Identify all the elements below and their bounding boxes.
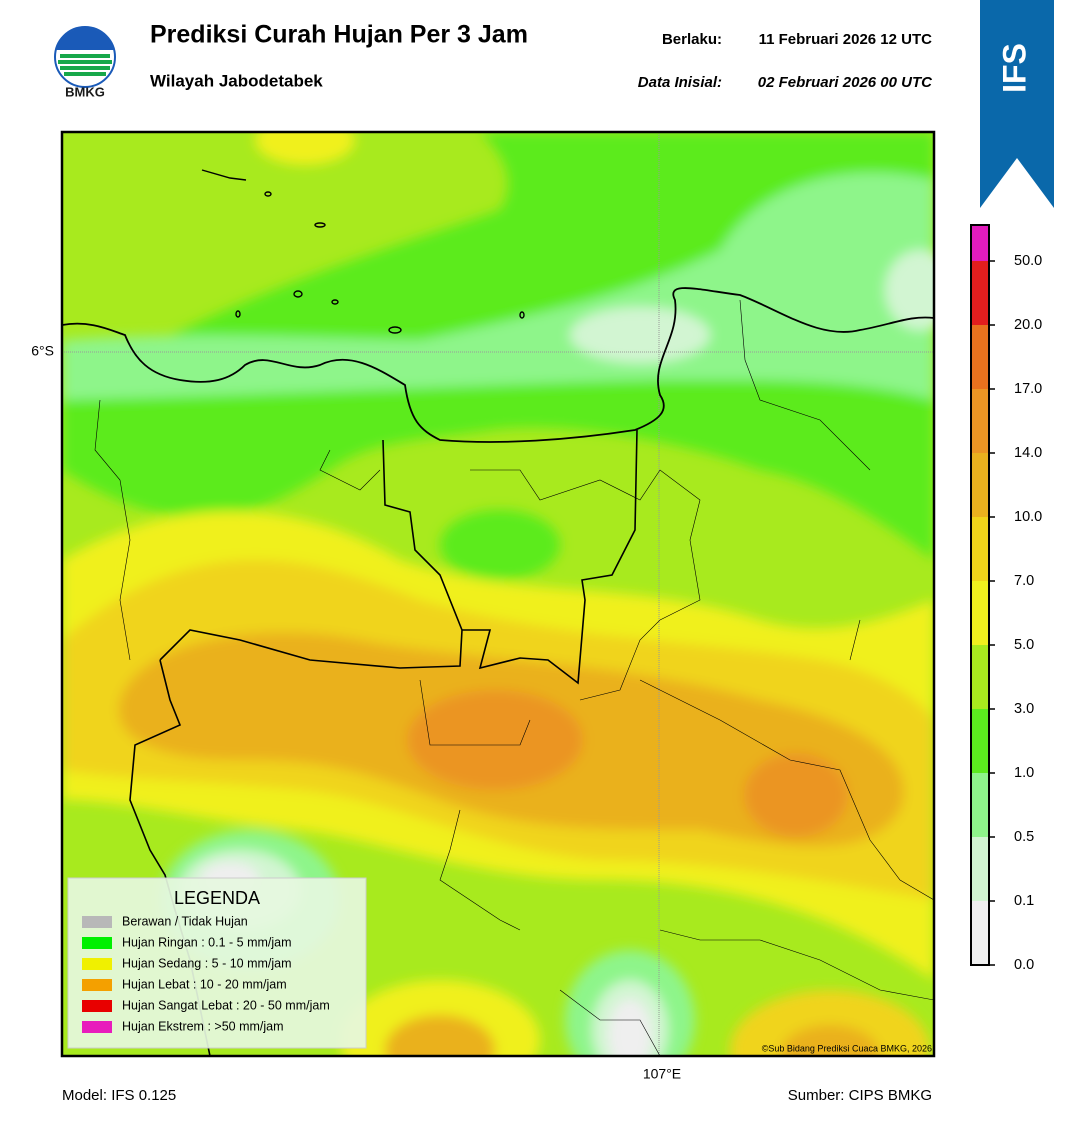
map-shape [67,877,367,1049]
map-shape [58,54,112,76]
map-shape [730,990,930,1056]
map-shape [570,307,710,363]
badge-text: IFS [996,43,1032,93]
colorbar-label: 20.0 [1014,317,1042,333]
source: Sumber: CIPS BMKG [788,1087,932,1104]
valid-value: 11 Februari 2026 12 UTC [759,31,933,48]
colorbar-band [971,389,989,453]
colorbar-label: 10.0 [1014,509,1042,525]
colorbar-band [971,517,989,581]
legend-swatch [82,1000,112,1012]
map-shape [388,326,402,334]
colorbar-band [971,581,989,645]
colorbar-label: 17.0 [1014,381,1042,397]
map-shape [255,132,355,165]
colorbar-band [971,453,989,517]
colorbar-label: 7.0 [1014,573,1034,589]
map-shape [331,299,339,305]
colorbar-band [971,901,989,965]
colorbar-band [971,225,989,261]
legend-label: Hujan Ekstrem : >50 mm/jam [122,1019,284,1033]
map-shape [62,172,934,400]
map-shape [94,299,934,1056]
legend-label: Hujan Lebat : 10 - 20 mm/jam [122,977,287,991]
map-shape [519,311,525,319]
colorbar-label: 0.1 [1014,893,1034,909]
map-shape [980,0,1054,208]
init-label: Data Inisial: [638,74,722,91]
colorbar: 0.0 0.1 0.5 1.0 3.0 5.0 7.0 10.0 14.0 17.0 20.0 50.… [970,224,1042,973]
valid-label: Berlaku: [662,31,722,48]
colorbar-band [971,837,989,901]
colorbar-band [971,709,989,773]
colorbar-band [971,261,989,325]
legend-swatch [82,979,112,991]
map-shape [235,310,241,318]
legend-swatch [82,916,112,928]
colorbar-band [971,773,989,837]
legend-label: Hujan Sangat Lebat : 20 - 50 mm/jam [122,998,330,1012]
subtitle: Wilayah Jabodetabek [150,71,323,90]
map-shape [744,753,848,837]
map-shape [62,287,934,443]
model: Model: IFS 0.125 [62,1087,176,1104]
legend-label: Berawan / Tidak Hujan [122,914,248,928]
map-shape [56,27,114,50]
lon-label: 107°E [643,1066,681,1082]
map-shape [780,1025,880,1056]
legend-label: Hujan Sedang : 5 - 10 mm/jam [122,956,292,970]
badge: IFS [980,0,1054,208]
legend-swatch [82,958,112,970]
colorbar-label: 0.5 [1014,829,1034,845]
lat-label: 6°S [31,343,54,359]
map-shape [608,999,652,1056]
colorbar-band [971,645,989,709]
colorbar-frame [970,224,990,966]
map-shape [440,510,560,580]
map-shape [201,169,525,334]
legend-label: Hujan Ringan : 0.1 - 5 mm/jam [122,935,292,949]
colorbar-label: 3.0 [1014,701,1034,717]
logo-text: BMKG [65,84,105,99]
colorbar-label: 5.0 [1014,637,1034,653]
colorbar-band [971,325,989,389]
logo: BMKG [54,26,116,99]
title: Prediksi Curah Hujan Per 3 Jam [150,21,528,49]
map-shape [385,1015,495,1056]
credit: ©Sub Bidang Prediksi Cuaca BMKG, 2026 [762,1043,932,1053]
map-shape [264,191,272,197]
map-shape [314,222,326,228]
legend-swatch [82,1021,112,1033]
map-shape [293,290,303,298]
colorbar-label: 0.0 [1014,957,1034,973]
init-value: 02 Februari 2026 00 UTC [758,74,933,91]
map-shape [407,690,583,790]
colorbar-label: 14.0 [1014,445,1042,461]
colorbar-label: 50.0 [1014,253,1042,269]
map-frame [60,130,936,1058]
map-shape [201,169,247,181]
colorbar-label: 1.0 [1014,765,1034,781]
legend: LEGENDA Berawan / Tidak Hujan Hujan Ringa… [67,877,367,1049]
map-shape [885,250,934,330]
legend-title: LEGENDA [174,888,260,908]
legend-swatch [82,937,112,949]
